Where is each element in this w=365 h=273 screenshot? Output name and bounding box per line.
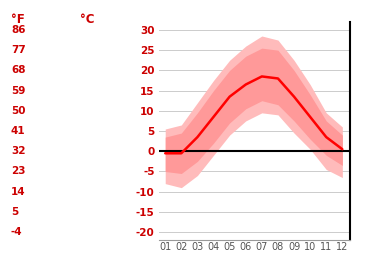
Text: -4: -4 [11,227,23,237]
Text: 50: 50 [11,106,26,116]
Text: 14: 14 [11,187,26,197]
Text: 23: 23 [11,167,26,176]
Text: 32: 32 [11,146,26,156]
Text: 41: 41 [11,126,26,136]
Text: °F: °F [11,13,25,26]
Text: 77: 77 [11,45,26,55]
Text: 59: 59 [11,86,25,96]
Text: 68: 68 [11,65,26,75]
Text: 86: 86 [11,25,26,35]
Text: °C: °C [80,13,95,26]
Text: 5: 5 [11,207,18,217]
